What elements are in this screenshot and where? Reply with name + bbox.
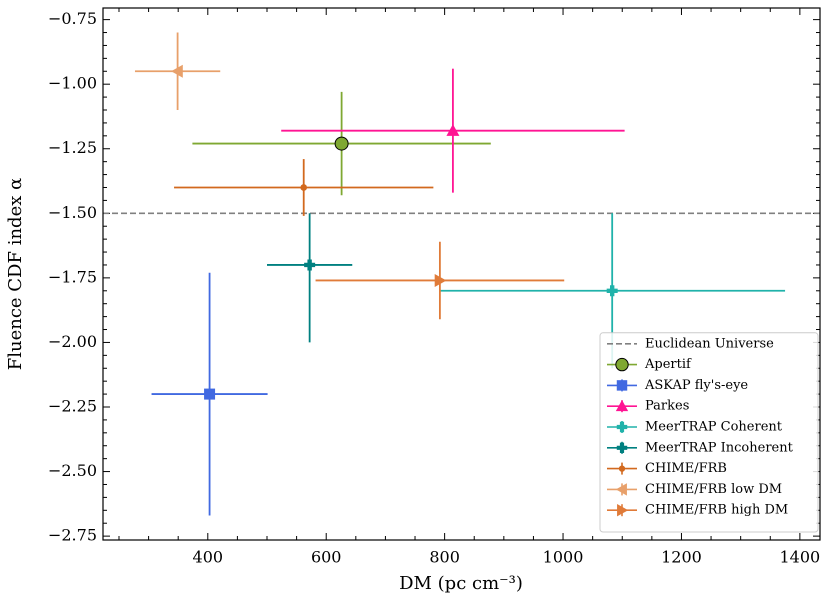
legend-label: CHIME/FRB <box>645 461 727 476</box>
marker <box>606 285 618 297</box>
plot-frame <box>102 7 821 541</box>
marker <box>300 184 308 191</box>
x-tick-label: 600 <box>311 548 342 567</box>
x-axis-label: DM (pc cm⁻³) <box>399 573 523 594</box>
y-tick-label: −1.00 <box>48 74 97 93</box>
legend-label: Parkes <box>645 399 689 414</box>
marker <box>334 136 349 151</box>
legend-label: Euclidean Universe <box>645 336 774 351</box>
marker <box>616 421 628 433</box>
legend-label: CHIME/FRB low DM <box>645 482 782 497</box>
y-tick-label: −2.00 <box>48 332 97 351</box>
x-tick-label: 800 <box>429 548 460 567</box>
legend-label: Apertif <box>644 357 692 372</box>
marker <box>615 357 629 372</box>
marker <box>434 273 447 287</box>
y-tick-label: −2.50 <box>48 461 97 480</box>
x-tick-label: 1000 <box>543 548 584 567</box>
x-tick-label: 400 <box>193 548 224 567</box>
marker <box>446 124 460 136</box>
marker <box>618 465 626 472</box>
y-tick-label: −1.50 <box>48 203 97 222</box>
marker <box>171 64 183 78</box>
y-tick-label: −0.75 <box>48 9 97 28</box>
x-tick-label: 1200 <box>661 548 702 567</box>
marker <box>616 380 628 391</box>
y-tick-label: −2.25 <box>48 397 97 416</box>
marker <box>615 483 627 496</box>
marker <box>304 259 316 271</box>
legend-label: MeerTRAP Coherent <box>645 420 783 435</box>
legend-label: CHIME/FRB high DM <box>645 503 788 518</box>
marker <box>204 388 216 400</box>
marker <box>615 400 629 412</box>
y-tick-label: −1.25 <box>48 138 97 157</box>
y-axis-label: Fluence CDF index α <box>5 178 26 371</box>
y-tick-label: −1.75 <box>48 267 97 286</box>
marker <box>617 504 629 517</box>
legend-box <box>599 332 819 533</box>
y-tick-label: −2.75 <box>48 526 97 545</box>
marker <box>616 442 628 454</box>
legend-label: ASKAP fly's-eye <box>644 378 748 393</box>
x-tick-label: 1400 <box>780 548 821 567</box>
legend-label: MeerTRAP Incoherent <box>645 440 794 455</box>
